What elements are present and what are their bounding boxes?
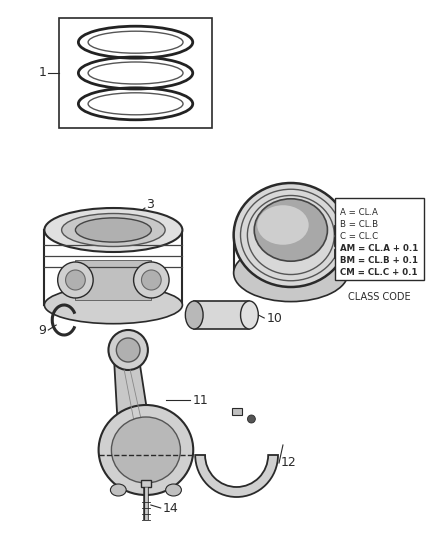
- Ellipse shape: [166, 484, 181, 496]
- Text: BM = CL.B + 0.1: BM = CL.B + 0.1: [340, 256, 418, 265]
- Wedge shape: [195, 455, 278, 497]
- Bar: [194, 301, 249, 329]
- Ellipse shape: [240, 301, 258, 329]
- Text: 10: 10: [266, 311, 282, 325]
- Text: CM = CL.C + 0.1: CM = CL.C + 0.1: [340, 268, 418, 277]
- Bar: [141, 480, 151, 487]
- Bar: [334, 249, 343, 258]
- Bar: [232, 408, 241, 415]
- Ellipse shape: [111, 417, 180, 483]
- Bar: [59, 18, 212, 128]
- Text: 9: 9: [39, 324, 46, 336]
- Ellipse shape: [99, 405, 193, 495]
- Text: 11: 11: [192, 393, 208, 407]
- Ellipse shape: [141, 270, 161, 290]
- Text: B = CL.B: B = CL.B: [340, 220, 378, 229]
- Ellipse shape: [44, 286, 182, 324]
- Ellipse shape: [257, 205, 309, 245]
- Bar: [335, 198, 424, 280]
- Ellipse shape: [247, 415, 255, 423]
- Ellipse shape: [109, 330, 148, 370]
- Text: CLASS CODE: CLASS CODE: [348, 292, 411, 302]
- Text: 3: 3: [301, 189, 309, 201]
- Ellipse shape: [110, 484, 126, 496]
- Bar: [334, 225, 343, 234]
- Text: A = CL.A: A = CL.A: [340, 208, 378, 217]
- Ellipse shape: [117, 338, 140, 362]
- Text: 1: 1: [39, 67, 46, 79]
- Ellipse shape: [254, 199, 328, 261]
- Ellipse shape: [58, 262, 93, 298]
- Text: C = CL.C: C = CL.C: [340, 232, 378, 241]
- Ellipse shape: [75, 218, 152, 242]
- Text: 3: 3: [146, 198, 154, 212]
- Text: 12: 12: [281, 456, 297, 470]
- Ellipse shape: [185, 301, 203, 329]
- Bar: [334, 237, 343, 246]
- Ellipse shape: [66, 270, 85, 290]
- Ellipse shape: [44, 208, 182, 252]
- Text: AM = CL.A + 0.1: AM = CL.A + 0.1: [340, 244, 418, 253]
- Ellipse shape: [233, 245, 348, 302]
- Ellipse shape: [233, 183, 348, 287]
- Ellipse shape: [62, 214, 165, 246]
- Polygon shape: [114, 365, 151, 435]
- Polygon shape: [75, 260, 152, 300]
- Ellipse shape: [134, 262, 169, 298]
- Text: 14: 14: [162, 502, 178, 514]
